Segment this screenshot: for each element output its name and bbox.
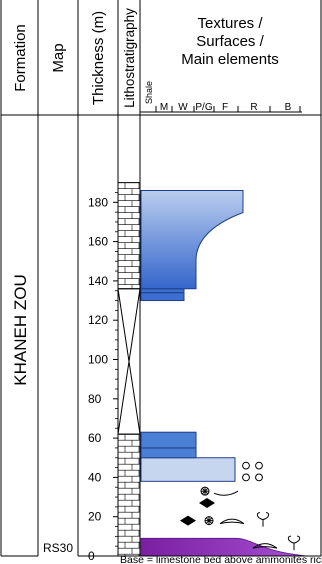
texture-bar-4	[140, 457, 236, 482]
texture-bar-8	[140, 288, 185, 294]
caption: Base = limestone bed above ammonites ric…	[120, 554, 322, 564]
texture-scale: Shale M W P/G F R B	[140, 81, 302, 113]
texture-bars	[140, 288, 236, 482]
formation-name: KHANEH ZOU	[11, 274, 30, 385]
tick-label-60: 60	[88, 431, 102, 445]
tick-label-40: 40	[88, 470, 102, 484]
tick-label-160: 160	[88, 235, 108, 249]
header-textures: Textures / Surfaces / Main elements	[181, 15, 279, 68]
texture-bar-6	[140, 431, 197, 449]
symbols-layer	[180, 461, 301, 551]
scale-letter-R: R	[250, 102, 257, 113]
tick-label-20: 20	[88, 510, 102, 524]
lithology-column	[117, 182, 141, 557]
tick-label-80: 80	[88, 392, 102, 406]
tick-label-120: 120	[88, 313, 108, 327]
header-map: Map	[50, 43, 67, 72]
scale-letter-W: W	[178, 102, 188, 113]
map-label: RS30	[43, 541, 73, 555]
header-textures-line-1: Textures /	[197, 15, 263, 32]
header-textures-line-2: Surfaces /	[196, 33, 264, 50]
header-formation: Formation	[12, 24, 29, 92]
scale-shale-label: Shale	[144, 81, 154, 104]
texture-bar-5	[140, 447, 197, 459]
scale-letter-F: F	[222, 102, 228, 113]
covered-interval	[117, 288, 141, 435]
tick-label-140: 140	[88, 274, 108, 288]
header-textures-line-3: Main elements	[181, 51, 279, 68]
scale-letter-PG: P/G	[195, 102, 212, 113]
scale-letter-M: M	[160, 102, 168, 113]
upper-bed	[140, 190, 244, 290]
header-thickness: Thickness (m)	[90, 11, 107, 105]
texture-bar-7	[140, 292, 185, 302]
header-lithostratigraphy: Lithostratigraphy	[122, 8, 137, 108]
tick-label-180: 180	[88, 195, 108, 209]
tick-label-100: 100	[88, 353, 108, 367]
scale-letter-B: B	[285, 102, 292, 113]
